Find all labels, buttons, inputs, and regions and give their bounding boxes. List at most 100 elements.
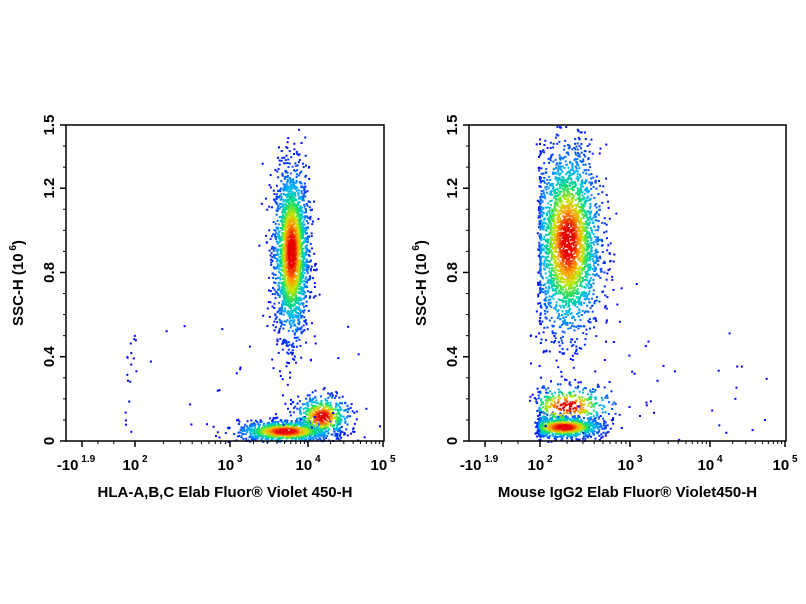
event-dot: [578, 311, 581, 314]
event-dot: [304, 185, 307, 188]
event-dot: [287, 295, 290, 298]
event-dot: [290, 156, 293, 159]
event-dot: [301, 427, 304, 430]
event-dot: [604, 424, 607, 427]
event-dot: [584, 310, 587, 313]
event-dot: [597, 226, 600, 229]
event-dot: [344, 417, 347, 420]
event-dot: [608, 401, 610, 404]
event-dot: [561, 335, 564, 338]
event-dot: [587, 298, 590, 301]
event-dot: [298, 420, 301, 423]
event-dot: [296, 285, 299, 288]
event-dot: [320, 420, 323, 423]
event-dot: [300, 231, 303, 234]
event-dot: [269, 254, 272, 257]
event-dot: [539, 179, 542, 182]
event-dot: [567, 144, 569, 147]
event-dot: [547, 187, 550, 190]
event-dot: [289, 295, 292, 298]
event-dot: [290, 303, 293, 306]
event-dot: [537, 415, 540, 417]
event-dot: [302, 416, 305, 419]
event-dot: [284, 338, 287, 341]
event-dot: [592, 388, 594, 391]
event-dot: [294, 270, 297, 273]
event-dot: [304, 435, 306, 437]
event-dot: [278, 245, 281, 248]
event-dot: [595, 212, 598, 215]
event-dot: [284, 208, 287, 211]
event-dot: [283, 162, 285, 165]
event-dot: [586, 435, 589, 438]
event-dot: [296, 256, 299, 259]
event-dot: [545, 168, 548, 171]
event-dot: [308, 400, 311, 403]
event-dot: [291, 349, 294, 352]
event-dot: [250, 423, 253, 426]
event-dot: [592, 289, 595, 292]
event-dot: [289, 271, 292, 274]
event-dot: [288, 192, 291, 195]
event-dot: [307, 405, 310, 407]
event-dot: [598, 429, 601, 431]
event-dot: [292, 185, 295, 188]
event-dot: [587, 195, 590, 198]
event-dot: [543, 326, 546, 329]
event-dot: [574, 340, 577, 343]
event-dot: [283, 255, 286, 258]
event-dot: [238, 420, 241, 423]
event-dot: [299, 286, 302, 288]
event-dot: [292, 282, 295, 285]
event-dot: [278, 301, 281, 304]
event-dot: [316, 427, 318, 430]
event-dot: [592, 216, 595, 219]
event-dot: [562, 157, 564, 160]
event-dot: [312, 397, 315, 400]
event-dot: [606, 431, 609, 434]
event-dot: [289, 299, 292, 302]
event-dot: [268, 249, 271, 252]
event-dot: [290, 297, 293, 300]
event-dot: [282, 301, 285, 304]
event-dot: [297, 319, 300, 322]
event-dot: [576, 352, 579, 355]
event-dot: [304, 191, 307, 194]
event-dot: [288, 301, 291, 303]
event-dot: [278, 163, 281, 166]
event-dot: [298, 328, 301, 331]
event-dot: [274, 423, 277, 426]
event-dot: [546, 185, 549, 188]
event-dot: [285, 226, 288, 229]
event-dot: [594, 219, 597, 222]
event-dot: [280, 306, 282, 309]
event-dot: [539, 186, 542, 188]
event-dot: [292, 239, 295, 242]
event-dot: [582, 388, 584, 391]
event-dot: [288, 228, 291, 231]
event-dot: [291, 293, 294, 296]
event-dot: [314, 405, 317, 407]
event-dot: [267, 301, 270, 303]
event-dot: [536, 199, 539, 202]
event-dot: [546, 310, 549, 313]
event-dot: [302, 216, 305, 219]
event-dot: [539, 313, 542, 316]
event-dot: [266, 422, 269, 425]
event-dot: [293, 407, 296, 410]
event-dot: [286, 218, 289, 221]
event-dot: [286, 180, 289, 183]
event-dot: [338, 427, 341, 430]
event-dot: [308, 436, 311, 439]
event-dot: [130, 363, 133, 366]
event-dot: [286, 351, 289, 354]
event-dot: [598, 180, 600, 182]
event-dot: [292, 320, 295, 323]
event-dot: [299, 311, 302, 314]
event-dot: [585, 328, 588, 331]
event-dot: [293, 202, 296, 205]
event-dot: [320, 404, 323, 407]
event-dot: [283, 288, 286, 291]
event-dot: [227, 440, 230, 443]
event-dot: [539, 153, 542, 156]
